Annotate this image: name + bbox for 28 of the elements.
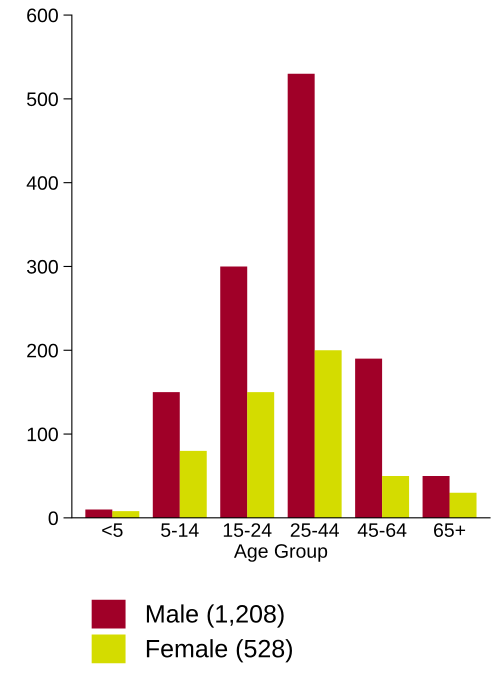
bar: [450, 492, 477, 518]
x-tick-label: <5: [102, 523, 123, 538]
y-tick-label: 0: [48, 511, 58, 526]
bar: [288, 74, 315, 518]
y-tick-label: 500: [27, 92, 58, 106]
y-tick-label: 100: [28, 428, 58, 442]
bar: [220, 266, 248, 518]
y-tick-label: 200: [27, 344, 58, 358]
x-tick-label: 45-64: [358, 523, 406, 538]
bar: [112, 511, 140, 518]
bar: [382, 476, 410, 518]
bar: [314, 350, 342, 518]
bar: [247, 392, 274, 518]
bar: [355, 358, 382, 518]
legend-label: Male (1,208): [146, 604, 284, 628]
x-tick-label: 15-24: [224, 523, 272, 538]
x-axis-title: Age Group: [234, 544, 328, 562]
x-tick-label: 5-14: [161, 523, 199, 538]
y-tick-label: 300: [26, 260, 58, 274]
bar: [180, 450, 207, 518]
y-tick-label: 400: [26, 176, 58, 190]
y-tick-label: 600: [27, 8, 58, 22]
x-tick-label: 65+: [434, 523, 466, 538]
bar: [422, 476, 450, 518]
legend-label: Female (528): [146, 639, 292, 662]
x-tick-label: 25-44: [290, 523, 339, 538]
bar: [85, 509, 112, 518]
bar: [152, 392, 180, 518]
